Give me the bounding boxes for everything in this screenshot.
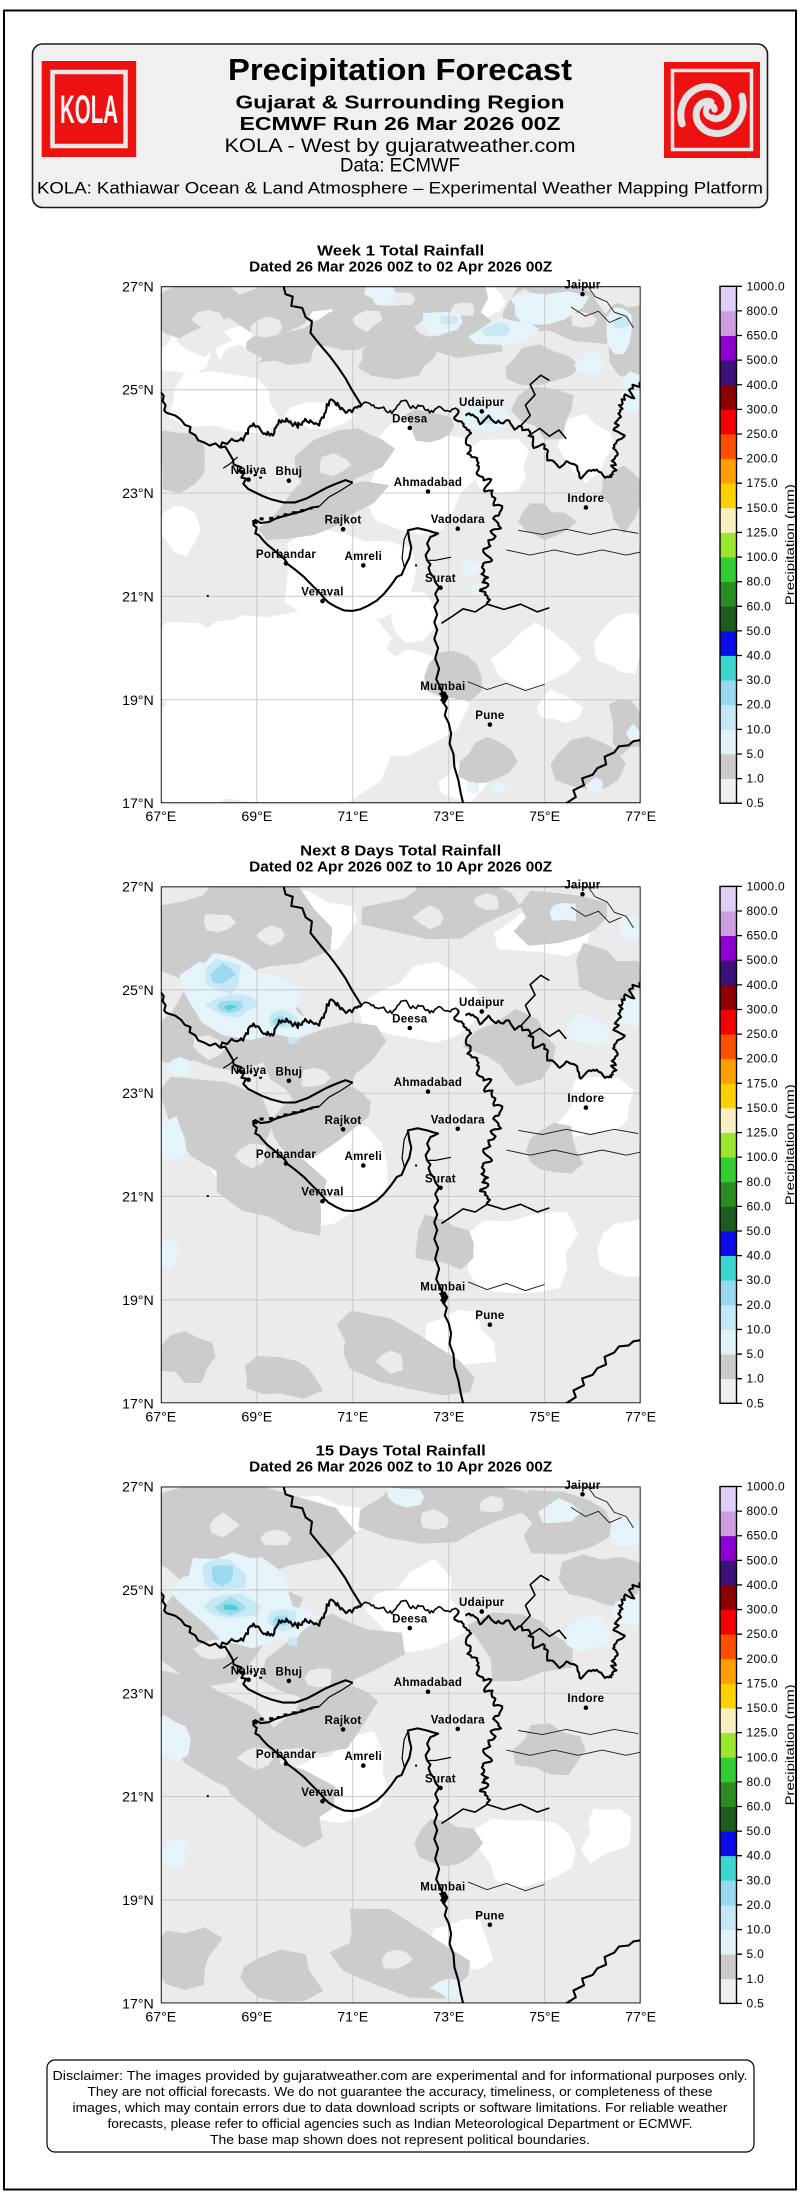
svg-text:Gujarat & Surrounding Region: Gujarat & Surrounding Region [236, 92, 565, 113]
svg-text:Week 1 Total Rainfall: Week 1 Total Rainfall [317, 242, 484, 259]
svg-text:KOLA: Kathiawar Ocean & Land A: KOLA: Kathiawar Ocean & Land Atmosphere … [37, 180, 763, 198]
svg-text:Precipitation Forecast: Precipitation Forecast [228, 52, 572, 87]
svg-text:ECMWF Run 26 Mar 2026 00Z: ECMWF Run 26 Mar 2026 00Z [240, 113, 561, 134]
svg-text:Dated 02 Apr 2026 00Z to 10 Ap: Dated 02 Apr 2026 00Z to 10 Apr 2026 00Z [249, 858, 552, 875]
svg-text:KOLA: KOLA [60, 88, 118, 132]
svg-text:Dated 26 Mar 2026 00Z to 10 Ap: Dated 26 Mar 2026 00Z to 10 Apr 2026 00Z [249, 1459, 552, 1476]
svg-text:forecasts, please refer to off: forecasts, please refer to official agen… [108, 2117, 693, 2131]
svg-text:Data: ECMWF: Data: ECMWF [340, 155, 460, 177]
svg-text:15 Days Total Rainfall: 15 Days Total Rainfall [316, 1443, 486, 1460]
svg-text:Dated 26 Mar 2026 00Z to 02 Ap: Dated 26 Mar 2026 00Z to 02 Apr 2026 00Z [249, 258, 552, 275]
svg-text:Next 8 Days Total Rainfall: Next 8 Days Total Rainfall [300, 842, 501, 859]
svg-text:KOLA - West by gujaratweather.: KOLA - West by gujaratweather.com [225, 135, 576, 157]
svg-text:The base map shown does not re: The base map shown does not represent po… [210, 2133, 590, 2147]
svg-text:Disclaimer: The images provide: Disclaimer: The images provided by gujar… [53, 2069, 748, 2083]
svg-text:They are not official forecast: They are not official forecasts. We do n… [88, 2085, 713, 2099]
svg-text:images, which may contain erro: images, which may contain errors due to … [73, 2101, 728, 2115]
